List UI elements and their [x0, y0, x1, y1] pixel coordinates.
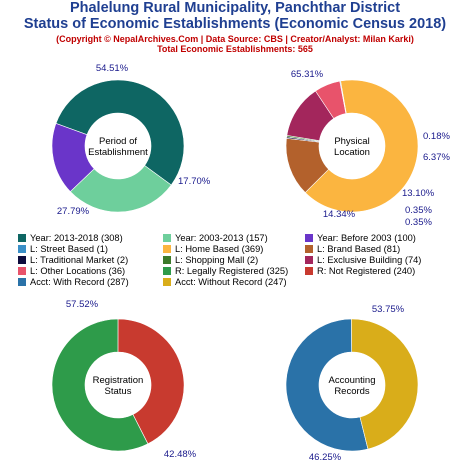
- chart-subtitle-total: Total Economic Establishments: 565: [157, 44, 313, 54]
- legend-item: R: Not Registered (240): [305, 266, 415, 277]
- legend-swatch: [18, 278, 26, 287]
- slice-pct-label-l-traditional-market: 0.35%: [405, 205, 432, 216]
- donut-hole: [85, 113, 151, 179]
- legend-swatch: [163, 256, 171, 265]
- donut-chart-physical-location: 65.31% 14.34% 0.35%0.35% 13.10% 6.37% 0.18% Ph…: [285, 69, 450, 228]
- legend-item: Year: Before 2003 (100): [305, 233, 416, 244]
- donut-center-title: Physical: [334, 136, 369, 147]
- legend-label: R: Not Registered (240): [317, 266, 416, 277]
- legend-item: L: Exclusive Building (74): [305, 255, 421, 266]
- legend-item: Year: 2003-2013 (157): [163, 233, 268, 244]
- legend-label: Year: 2013-2018 (308): [30, 233, 123, 243]
- donut-hole: [319, 113, 385, 179]
- legend-label: L: Street Based (1): [30, 244, 109, 255]
- slice-pct-label-l-shopping-mall: 0.35%: [405, 217, 432, 228]
- chart-subtitle-copyright: (Copyright © NepalArchives.Com | Data So…: [56, 34, 414, 44]
- donut-center-title: Establishment: [88, 147, 148, 158]
- chart-header: Phalelung Rural Municipality, Panchthar …: [0, 0, 470, 54]
- legend-label: L: Shopping Mall (2): [175, 255, 259, 266]
- donut-center-title: Accounting: [328, 375, 375, 386]
- legend-label: R: Legally Registered (325): [175, 266, 289, 277]
- legend-label: L: Brand Based (81): [317, 244, 401, 255]
- legend-item: L: Other Locations (36): [18, 266, 125, 277]
- donut-hole: [85, 352, 151, 418]
- legend-label: Year: Before 2003 (100): [317, 233, 416, 243]
- legend-swatch: [18, 256, 26, 265]
- slice-pct-label-year-before-2003: 17.70%: [178, 176, 211, 187]
- slice-pct-label-l-brand-based: 14.34%: [323, 209, 356, 220]
- slice-pct-label-r-not-registered: 42.48%: [164, 449, 197, 460]
- slice-pct-label-year-2013-2018: 54.51%: [96, 63, 129, 74]
- legend-label: L: Other Locations (36): [30, 266, 126, 277]
- legend-label: L: Exclusive Building (74): [317, 255, 422, 266]
- slice-pct-label-l-other-locations: 6.37%: [423, 152, 450, 163]
- slice-pct-label-r-legally-registered: 57.52%: [66, 299, 99, 310]
- slice-pct-label-l-home-based: 65.31%: [291, 69, 324, 80]
- legend-swatch: [18, 267, 26, 276]
- donut-center-title: Location: [334, 147, 370, 158]
- legend-item: L: Street Based (1): [18, 244, 108, 255]
- donut-hole: [319, 352, 385, 418]
- slice-pct-label-year-2003-2013: 27.79%: [57, 206, 90, 217]
- legend-item: Acct: With Record (287): [18, 277, 129, 288]
- slice-pct-label-acct-with-record: 53.75%: [372, 304, 405, 315]
- legend-item: Year: 2013-2018 (308): [18, 233, 123, 244]
- donut-center-title: Registration: [93, 375, 144, 386]
- legend-swatch: [163, 245, 171, 254]
- legend-item: L: Traditional Market (2): [18, 255, 128, 266]
- legend-item: L: Shopping Mall (2): [163, 255, 258, 266]
- legend-swatch: [305, 267, 313, 276]
- donut-center-title: Status: [105, 386, 132, 397]
- legend-swatch: [163, 278, 171, 287]
- legend-swatch: [18, 245, 26, 254]
- slice-pct-label-l-street-based: 0.18%: [423, 131, 450, 142]
- chart-title-line1: Phalelung Rural Municipality, Panchthar …: [69, 0, 401, 16]
- legend-item: Acct: Without Record (247): [163, 277, 287, 288]
- legend-swatch: [163, 267, 171, 276]
- legend-label: Year: 2003-2013 (157): [175, 233, 268, 243]
- legend-swatch: [163, 234, 171, 242]
- donut-center-title: Records: [334, 386, 370, 397]
- slice-pct-label-l-exclusive-building: 13.10%: [402, 188, 435, 199]
- legend-item: L: Brand Based (81): [305, 244, 400, 255]
- chart-title-line2: Status of Economic Establishments (Econo…: [23, 16, 447, 32]
- legend-item: L: Home Based (369): [163, 244, 263, 255]
- legend-item: R: Legally Registered (325): [163, 266, 288, 277]
- legend-swatch: [18, 234, 26, 242]
- legend-label: Acct: Without Record (247): [175, 277, 287, 288]
- legend-swatch: [305, 245, 313, 254]
- legend-swatch: [305, 256, 313, 265]
- slice-pct-label-acct-without-record: 46.25%: [309, 452, 342, 463]
- legend-label: Acct: With Record (287): [30, 277, 129, 288]
- legend-label: L: Traditional Market (2): [30, 255, 129, 266]
- legend-swatch: [305, 234, 313, 242]
- legend-label: L: Home Based (369): [175, 244, 264, 255]
- donut-center-title: Period of: [99, 136, 137, 147]
